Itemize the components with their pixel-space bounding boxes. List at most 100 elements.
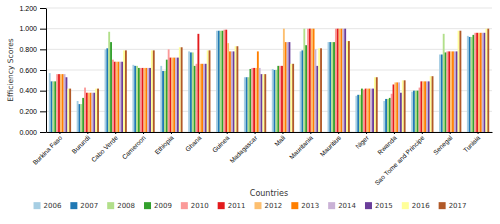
bar [471,37,473,132]
x-axis-line [47,132,493,133]
bar [368,89,370,132]
bar [300,51,302,132]
bar [255,68,257,132]
bar [173,58,175,132]
x-tick-mark [478,132,479,134]
bar [316,66,318,132]
bar [452,51,454,132]
bar [106,48,108,132]
bar [205,64,207,132]
x-tick: Madagascar [228,132,260,165]
bar [216,31,218,132]
legend-swatch [218,202,225,209]
bar [175,58,177,132]
x-tick: Sao Tome and Principe [373,132,426,187]
bar [348,41,350,132]
bar [125,50,127,132]
x-tick-label: Burkina Faso [31,134,63,166]
bar [320,48,322,132]
legend-label: 2015 [375,202,393,210]
bar [149,68,151,132]
bar [190,52,192,132]
x-tick-label: Mauritania [288,134,315,161]
x-tick-mark [171,132,172,134]
bar [400,93,402,132]
bar [223,30,225,132]
bar [302,50,304,132]
bar [132,65,134,132]
bar [484,33,486,132]
legend-label: 2010 [191,202,209,210]
bar [142,68,144,132]
bar [443,34,445,132]
bar [222,31,224,132]
bar [77,101,79,132]
bar [58,74,60,132]
bar [164,71,166,132]
bar [118,62,120,132]
x-tick: Burundi [70,132,91,155]
bar [346,41,348,132]
x-axis-title: Countries [250,189,288,198]
bar [482,33,484,132]
bar [194,66,196,132]
x-tick-mark [394,132,395,134]
y-tick-mark [40,49,46,50]
bar [402,80,404,132]
bar [430,76,432,132]
bar [441,55,443,133]
bar [144,68,146,132]
legend-swatch [402,202,409,209]
bar [394,82,396,132]
legend-item: 2007 [70,202,98,210]
legend-label: 2006 [44,202,62,210]
y-tick-label: 0.600 [19,67,37,74]
bar [305,45,307,132]
bar [197,34,199,132]
bar [374,77,376,132]
bar [192,52,194,132]
bar [251,68,253,132]
bar [335,29,337,132]
y-tick-mark [40,91,46,92]
x-tick-mark [199,132,200,134]
grid-line [46,8,492,9]
bar [355,96,357,132]
bar [64,74,66,132]
bar [404,80,406,132]
bar [60,74,62,132]
bar [393,84,395,132]
bar [458,31,460,132]
bar [363,90,365,132]
legend-label: 2013 [301,202,319,210]
bar [426,81,428,132]
bar-series [67,29,487,132]
legend-swatch [34,202,41,209]
bar [53,81,55,132]
bar [329,42,331,132]
bar [277,66,279,132]
bar [227,43,229,132]
bar [424,81,426,132]
bar [56,74,58,132]
x-tick: Mauritius [318,132,342,158]
y-tick-label: 0.800 [19,46,37,53]
bar [82,98,84,132]
bar [236,46,238,132]
bar [476,33,478,132]
x-tick-mark [115,132,116,134]
bar [253,68,255,132]
bar [365,89,367,132]
legend-label: 2012 [265,202,283,210]
bar-series [51,31,471,132]
x-tick-label: Ghana [184,134,203,153]
bar [188,51,190,132]
bar [51,81,53,132]
x-tick-label: Ethiopia [153,134,176,157]
x-tick-mark [87,132,88,134]
bar [123,50,125,132]
legend-label: 2017 [449,202,467,210]
y-tick-mark [40,111,46,112]
bar [116,62,118,132]
y-tick-label: 1.000 [19,25,37,32]
